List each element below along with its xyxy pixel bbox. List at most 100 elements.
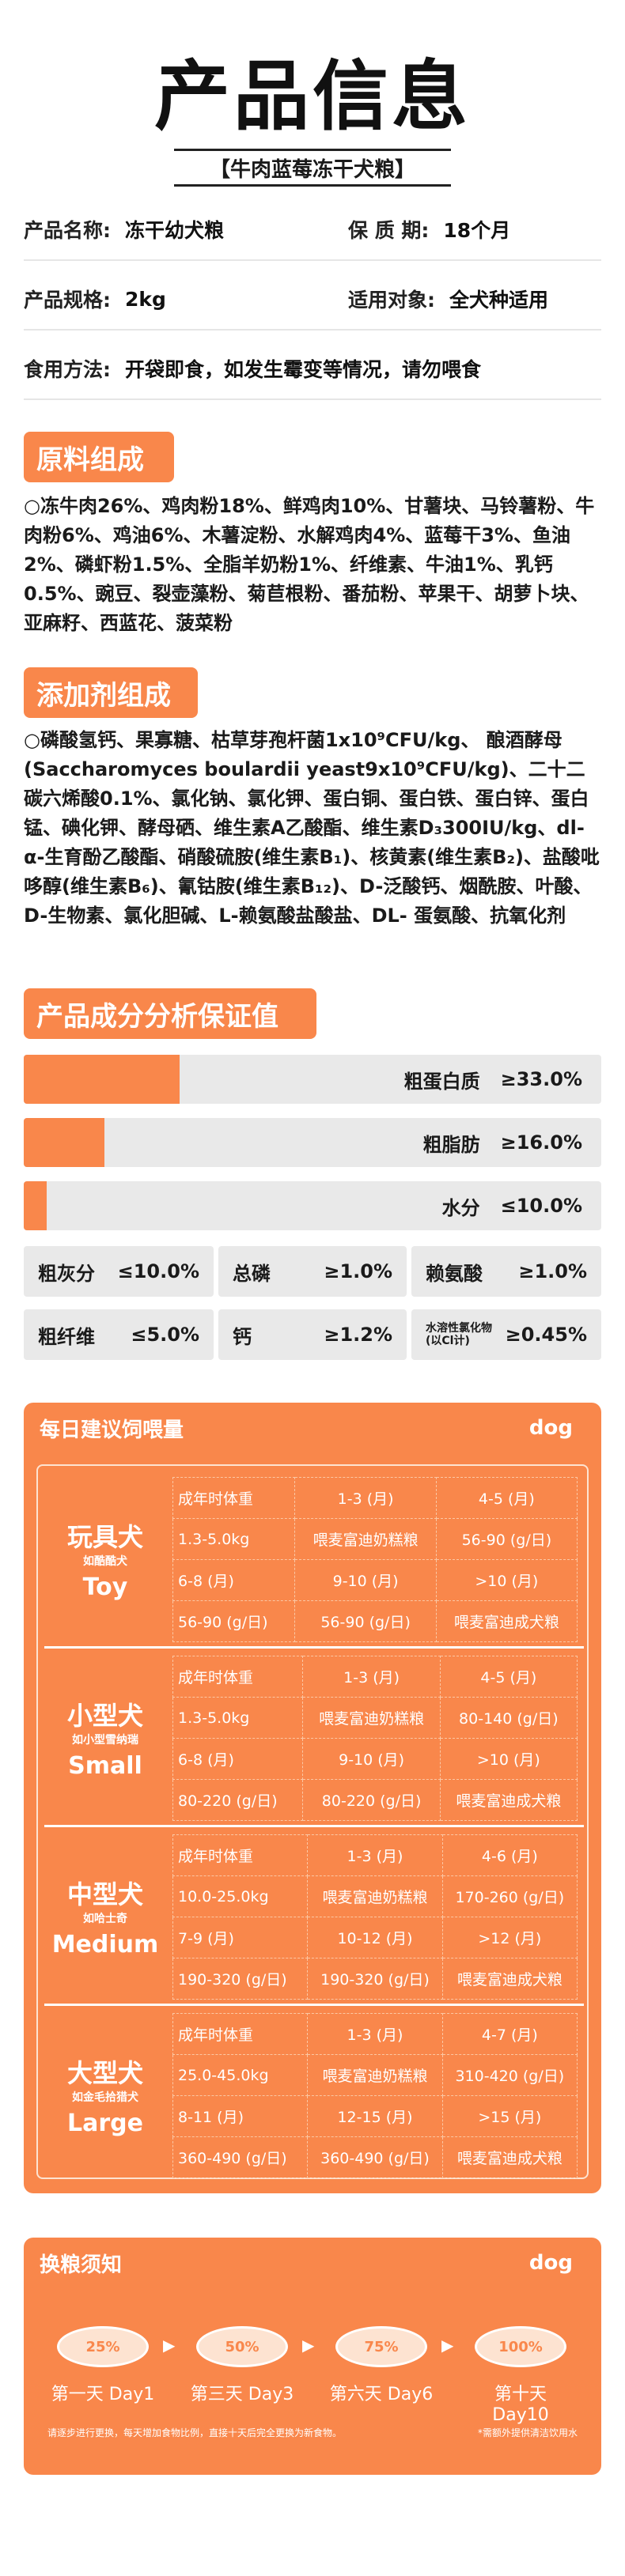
table-cell: 1-3 (月) <box>307 2013 443 2055</box>
size-name: 中型犬 <box>66 1879 143 1909</box>
cell-label: 赖氨酸 <box>426 1262 483 1285</box>
cell-label: 粗灰分 <box>38 1262 95 1285</box>
info-label: 产品名称: <box>24 219 111 242</box>
table-cell: 喂麦富迪成犬粮 <box>441 2136 578 2178</box>
info-label: 食用方法: <box>24 358 111 381</box>
size-example: 如哈士奇 <box>83 1913 127 1925</box>
table-cell: 8-11 (月) <box>172 2095 309 2137</box>
cell-value: ≥1.0% <box>518 1260 587 1282</box>
size-english: Small <box>68 1752 142 1780</box>
table-cell: 喂麦富迪成犬粮 <box>441 1958 578 2000</box>
cell-value: ≥0.45% <box>505 1324 587 1346</box>
feeding-table-small: 成年时体重 1-3 (月) 4-5 (月) 1.3-5.0kg 喂麦富迪奶糕粮 80-1… <box>172 1656 578 1821</box>
table-cell: 4-5 (月) <box>439 1656 578 1698</box>
info-value: 开袋即食，如发生霉变等情况，请勿喂食 <box>125 358 482 381</box>
size-example: 如酷酷犬 <box>83 1555 127 1568</box>
table-cell: 6-8 (月) <box>172 1559 296 1601</box>
table-row: 成年时体重 1-3 (月) 4-7 (月) <box>172 2013 578 2055</box>
table-row: 25.0-45.0kg 喂麦富迪奶糕粮 310-420 (g/日) <box>172 2054 578 2096</box>
step-label: 第十天 Day10 <box>492 2385 549 2425</box>
analysis-bar-moisture: 水分 ≤10.0% <box>24 1181 601 1230</box>
feeding-table-large: 成年时体重 1-3 (月) 4-7 (月) 25.0-45.0kg 喂麦富迪奶糕粮 31… <box>172 2013 578 2178</box>
table-cell: 成年时体重 <box>172 2013 309 2055</box>
bowl-icon: 25% <box>57 2326 149 2367</box>
page-title: 产品信息 <box>154 52 471 141</box>
info-value: 全犬种适用 <box>449 289 549 312</box>
feeding-card: 玩具犬 如酷酷犬 Toy 成年时体重 1-3 (月) 4-5 (月) 1.3-5.0… <box>36 1464 589 2179</box>
table-cell: 1-3 (月) <box>294 1477 437 1519</box>
table-row: 56-90 (g/日) 56-90 (g/日) 喂麦富迪成犬粮 <box>172 1600 578 1642</box>
arrow-right-icon: ▶ <box>163 2336 176 2355</box>
table-row: 7-9 (月) 10-12 (月) >12 (月) <box>172 1917 578 1958</box>
step-percent: 75% <box>364 2338 399 2355</box>
table-cell: 360-490 (g/日) <box>307 2136 443 2178</box>
bar-label: 水分 <box>441 1196 480 1219</box>
note-left: 请逐步进行更换，每天增加食物比例，直接十天后完全更换为新食物。 <box>47 2427 343 2438</box>
bowl-icon: 75% <box>335 2326 427 2367</box>
table-cell: 80-220 (g/日) <box>302 1779 441 1821</box>
table-cell: 喂麦富迪奶糕粮 <box>307 1875 443 1917</box>
switching-notes: 请逐步进行更换，每天增加食物比例，直接十天后完全更换为新食物。 *需额外提供清洁… <box>47 2426 578 2439</box>
step-label: 第三天 Day3 <box>190 2385 294 2404</box>
table-cell: 喂麦富迪成犬粮 <box>439 1779 578 1821</box>
bar-value: ≤10.0% <box>500 1195 582 1217</box>
table-cell: 9-10 (月) <box>294 1559 437 1601</box>
analysis-bar-protein: 粗蛋白质 ≥33.0% <box>24 1055 601 1104</box>
bar-label: 粗脂肪 <box>422 1133 480 1156</box>
group-separator <box>44 1825 584 1827</box>
arrow-right-icon: ▶ <box>302 2336 315 2355</box>
bar-fill <box>24 1181 47 1230</box>
table-cell: 7-9 (月) <box>172 1917 309 1958</box>
analysis-cell-chloride: 水溶性氯化物(以Cl计) ≥0.45% <box>411 1309 601 1360</box>
switching-panel: 换粮须知 dog 25% 第一天 Day1 ▶ 50% 第三天 Day3 ▶ 75… <box>24 2238 601 2475</box>
table-cell: 80-220 (g/日) <box>172 1779 304 1821</box>
additives-text: ○磷酸氢钙、果寡糖、枯草芽孢杆菌1x10⁹CFU/kg、 酿酒酵母(Saccha… <box>24 729 600 927</box>
table-row: 6-8 (月) 9-10 (月) >10 (月) <box>172 1738 578 1780</box>
table-cell: 成年时体重 <box>172 1834 309 1876</box>
analysis-cell-calcium: 钙 ≥1.2% <box>218 1309 407 1360</box>
size-toy: 玩具犬 如酷酷犬 Toy <box>47 1521 163 1605</box>
table-row: 6-8 (月) 9-10 (月) >10 (月) <box>172 1559 578 1601</box>
info-value: 18个月 <box>443 219 511 242</box>
table-cell: 360-490 (g/日) <box>172 2136 309 2178</box>
table-row: 10.0-25.0kg 喂麦富迪奶糕粮 170-260 (g/日) <box>172 1875 578 1917</box>
size-small: 小型犬 如小型雪纳瑞 Small <box>47 1700 163 1784</box>
bar-value: ≥33.0% <box>500 1068 582 1090</box>
size-english: Large <box>67 2110 143 2137</box>
step-label: 第六天 Day6 <box>329 2385 434 2404</box>
table-cell: 80-140 (g/日) <box>439 1697 578 1739</box>
table-cell: 170-260 (g/日) <box>441 1875 578 1917</box>
group-separator <box>44 2004 584 2006</box>
analysis-heading: 产品成分分析保证值 <box>24 988 316 1039</box>
cell-value: ≥1.0% <box>324 1260 392 1282</box>
table-cell: 1-3 (月) <box>307 1834 443 1876</box>
arrow-right-icon: ▶ <box>441 2336 454 2355</box>
table-cell: 1.3-5.0kg <box>172 1518 296 1560</box>
note-right: *需额外提供清洁饮用水 <box>477 2427 578 2438</box>
step-day1: 25% 第一天 Day1 <box>47 2326 158 2405</box>
cell-label: 钙 <box>233 1325 252 1348</box>
size-name: 小型犬 <box>66 1701 143 1731</box>
step-day10: 100% 第十天 Day10 <box>465 2326 576 2425</box>
feeding-table-medium: 成年时体重 1-3 (月) 4-6 (月) 10.0-25.0kg 喂麦富迪奶糕粮 17… <box>172 1834 578 2000</box>
bowl-icon: 100% <box>475 2326 566 2367</box>
cell-value: ≤10.0% <box>117 1260 199 1282</box>
size-english: Medium <box>51 1931 159 1958</box>
feeding-table-toy: 成年时体重 1-3 (月) 4-5 (月) 1.3-5.0kg 喂麦富迪奶糕粮 56-9… <box>172 1477 578 1642</box>
step-percent: 100% <box>498 2338 543 2355</box>
table-row: 成年时体重 1-3 (月) 4-5 (月) <box>172 1477 578 1519</box>
info-label: 适用对象: <box>348 289 435 312</box>
analysis-bar-fat: 粗脂肪 ≥16.0% <box>24 1118 601 1167</box>
bowl-icon: 50% <box>196 2326 288 2367</box>
table-cell: 4-5 (月) <box>435 1477 578 1519</box>
size-name: 玩具犬 <box>66 1522 143 1552</box>
table-cell: 56-90 (g/日) <box>172 1600 296 1642</box>
switching-tag: dog <box>528 2251 573 2275</box>
switching-heading: 换粮须知 <box>40 2253 123 2277</box>
ingredients-text: ○冻牛肉26%、鸡肉粉18%、鲜鸡肉10%、甘薯块、马铃薯粉、牛肉粉6%、鸡油6… <box>24 495 595 634</box>
table-cell: 310-420 (g/日) <box>441 2054 578 2096</box>
table-cell: 成年时体重 <box>172 1477 296 1519</box>
step-day3: 50% 第三天 Day3 <box>187 2326 297 2405</box>
analysis-cell-fiber: 粗纤维 ≤5.0% <box>24 1309 214 1360</box>
product-subtitle: 【牛肉蓝莓冻干犬粮】 <box>174 149 451 187</box>
